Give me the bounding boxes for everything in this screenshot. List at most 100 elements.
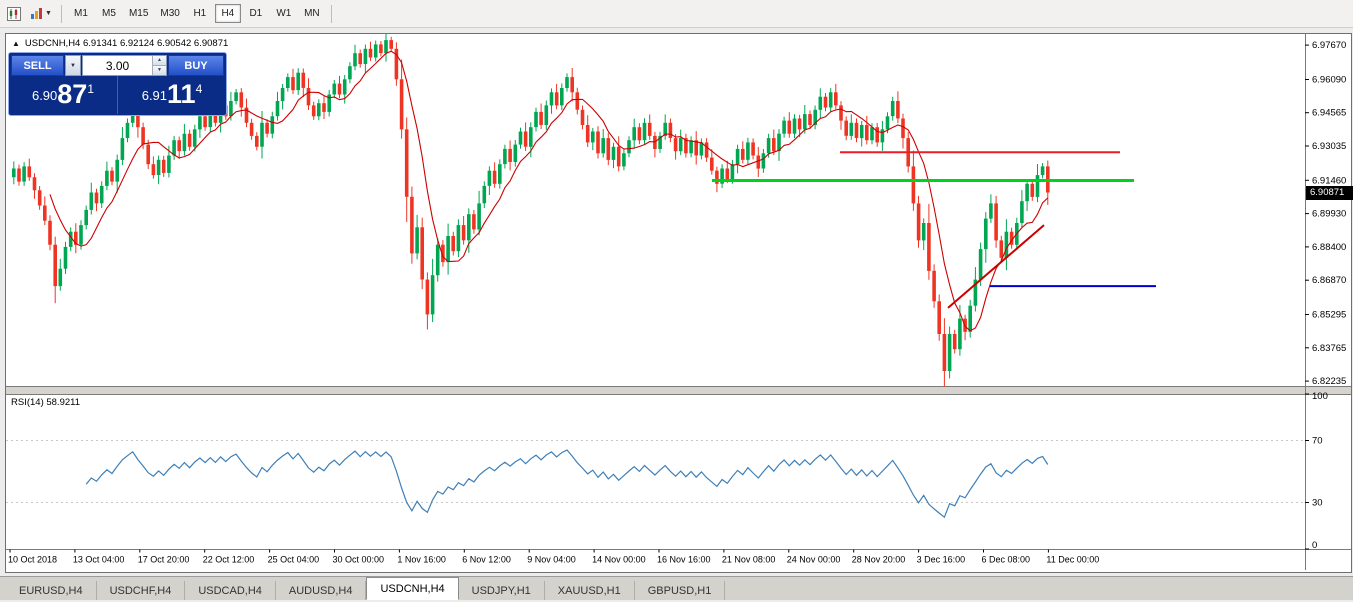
candle-body [275,101,280,117]
candle-body [48,220,52,245]
candle-body [32,177,37,191]
volume-dropdown-button[interactable]: ▼ [65,55,81,76]
candle-body [280,88,285,102]
candle-body [332,83,337,95]
candle-body [37,190,42,206]
timeframe-button-m5[interactable]: M5 [96,4,122,23]
price-axis-label: 6.83765 [1312,343,1346,354]
timeframe-button-h4[interactable]: H4 [214,4,241,23]
templates-icon [31,8,42,19]
candle-body [12,168,16,178]
rsi-line [85,449,1049,519]
candle-body [637,127,642,141]
volume-input[interactable]: 3.00 ▲ ▼ [82,55,167,76]
spinner-up-icon[interactable]: ▲ [153,56,166,66]
candle-body [503,148,507,165]
ma-line [49,50,1049,332]
candle-body [482,185,487,204]
candle-body [394,48,399,80]
chart-tab-eurusd-h4[interactable]: EURUSD,H4 [6,581,97,600]
candle-body [689,140,693,154]
candle-body [901,118,905,139]
price-axis-label: 6.88400 [1312,242,1346,253]
candle-body [389,40,393,49]
chart-title-row: ▲ USDCNH,H4 6.91341 6.92124 6.90542 6.90… [12,38,228,49]
candle-body [492,170,497,184]
candle-body [642,122,647,141]
candle-body [63,246,68,269]
buy-button[interactable]: BUY [168,55,224,76]
timeframe-button-h1[interactable]: H1 [187,4,213,23]
chart-tab-usdchf-h4[interactable]: USDCHF,H4 [97,581,186,600]
candle-body [673,138,678,152]
trend-line[interactable] [947,224,1045,309]
candle-body [187,133,192,147]
rsi-axis-label: 100 [1312,391,1328,402]
candle-body [890,101,895,117]
candle-body [105,170,109,186]
chart-tab-usdjpy-h1[interactable]: USDJPY,H1 [459,581,545,600]
templates-dropdown-button[interactable]: ▼ [27,3,55,24]
timeframe-button-m15[interactable]: M15 [124,4,153,23]
candle-body [704,142,709,158]
chart-tabs-bar: EURUSD,H4 USDCHF,H4 USDCAD,H4 AUDUSD,H4 USDC… [0,576,1353,600]
chart-tab-usdcad-h4[interactable]: USDCAD,H4 [185,581,276,600]
candle-body [513,144,518,162]
candle-body [115,159,119,182]
candle-body [311,105,316,117]
candle-body [797,118,802,130]
sell-button[interactable]: SELL [11,55,64,76]
candle-body [663,122,667,136]
candle-body [472,214,476,230]
candle-body [255,135,259,147]
candle-body [585,125,590,143]
top-toolbar: ▼ M1 M5 M15 M30 H1 H4 D1 W1 MN [0,0,1353,28]
price-axis-label: 6.85295 [1312,310,1346,321]
chart-tab-gbpusd-h1[interactable]: GBPUSD,H1 [635,581,726,600]
timeframe-button-d1[interactable]: D1 [243,4,269,23]
candle-body [234,92,238,101]
candle-body [22,166,26,182]
candle-body [1035,175,1040,197]
time-axis-label: 22 Oct 12:00 [203,555,255,565]
candle-body [441,244,445,263]
candle-body [823,96,828,108]
sell-price-sup: 1 [87,82,95,96]
spinner-down-icon[interactable]: ▼ [153,66,166,75]
candle-body [125,122,130,138]
chart-window-button[interactable] [3,3,25,24]
candle-body [916,203,921,241]
chart-plot[interactable]: 6.97670 6.96090 6.94565 6.93035 6.91460 6.899… [6,34,1351,572]
chart-tab-usdcnh-h4[interactable]: USDCNH,H4 [366,577,459,600]
buy-price[interactable]: 6.91 11 4 [118,76,226,114]
candle-body [958,318,962,350]
candle-body [353,53,357,67]
timeframe-button-w1[interactable]: W1 [271,4,297,23]
candle-body [425,279,430,315]
candle-body [286,77,290,88]
chart-tab-xauusd-h1[interactable]: XAUUSD,H1 [545,581,635,600]
candle-body [854,122,859,138]
candle-body [699,142,704,156]
candle-body [1020,201,1024,223]
panel-toggle-arrow[interactable]: ▲ [12,38,20,48]
sell-price[interactable]: 6.90 87 1 [9,76,118,114]
candle-body [172,140,176,156]
candle-body [994,203,998,241]
candle-body [761,153,766,169]
time-axis-label: 17 Oct 20:00 [138,555,190,565]
candle-body [17,168,21,182]
chart-tab-audusd-h4[interactable]: AUDUSD,H4 [276,581,367,600]
toolbar-separator [60,4,62,23]
window-splitter[interactable] [6,387,1351,394]
candle-body [456,225,461,252]
candle-body [596,131,600,154]
chart-window[interactable]: 6.97670 6.96090 6.94565 6.93035 6.91460 6.899… [5,33,1353,573]
timeframe-button-mn[interactable]: MN [299,4,325,23]
candle-body [647,122,652,136]
timeframe-button-m30[interactable]: M30 [155,4,184,23]
candle-body [161,159,166,173]
buy-price-prefix: 6.91 [141,88,168,103]
timeframe-button-m1[interactable]: M1 [68,4,94,23]
